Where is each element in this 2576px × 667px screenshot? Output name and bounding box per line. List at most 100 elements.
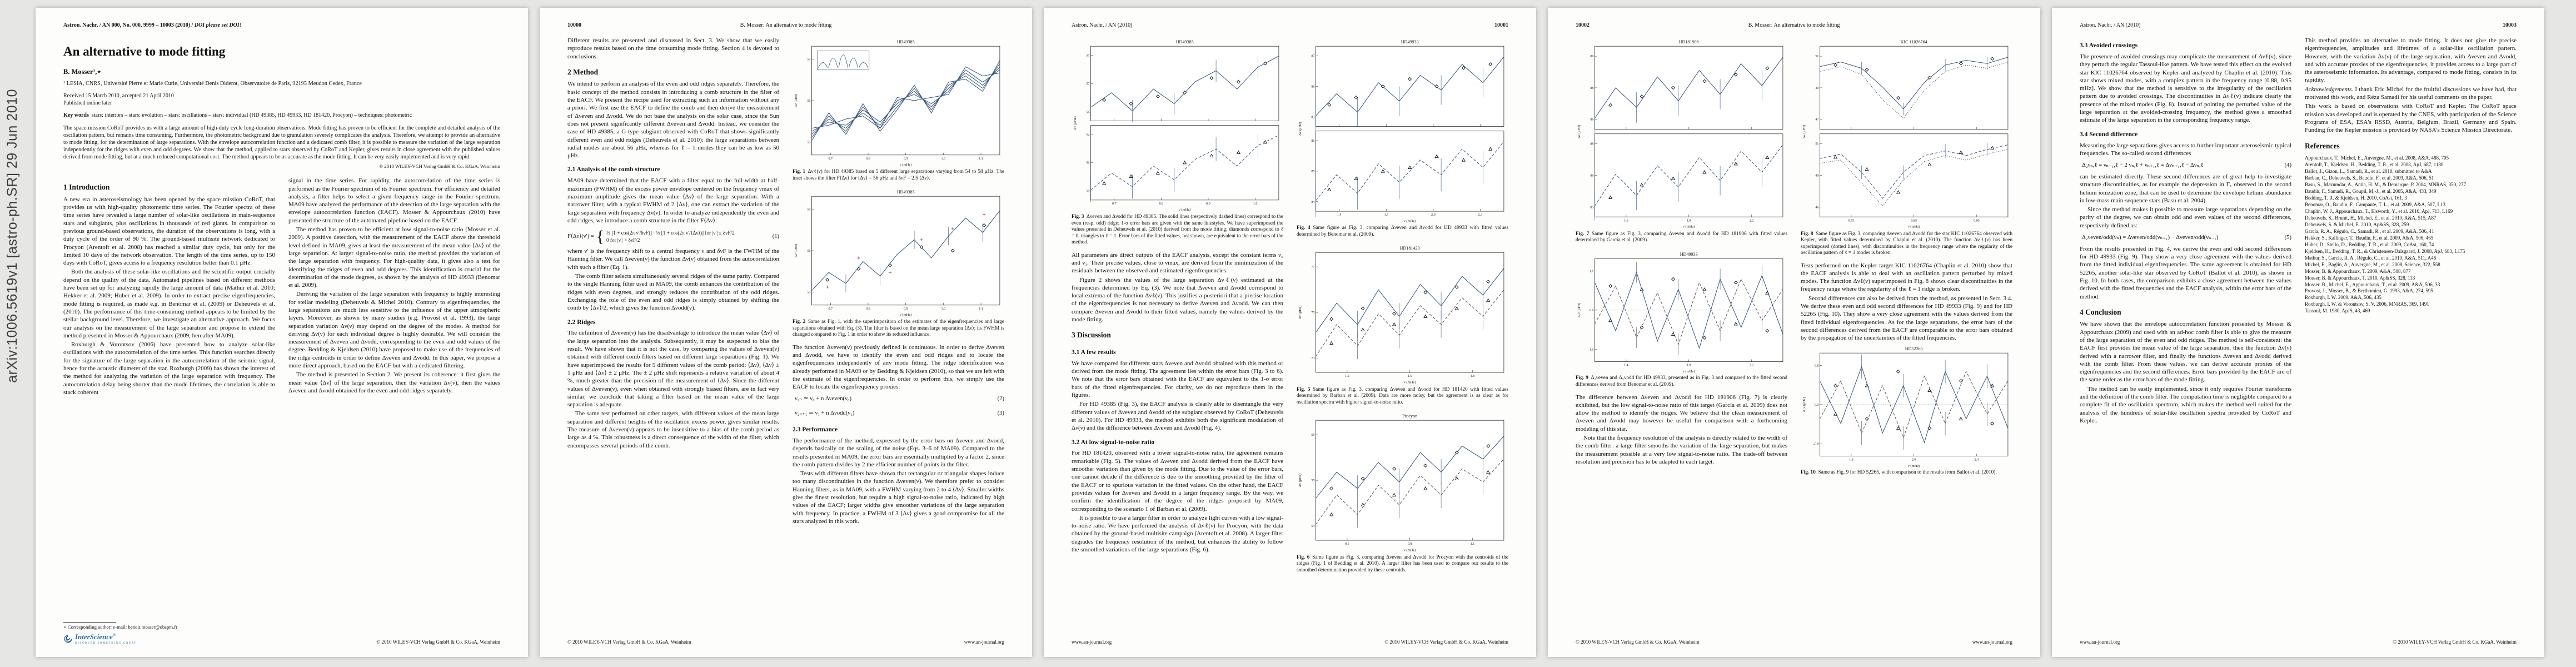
paragraph: We have shown that the envelope autocorr… (2080, 321, 2291, 384)
figure-caption-tag: Fig. 6 (1297, 554, 1310, 560)
interscience-tagline: DISCOVER SOMETHING GREAT (75, 642, 137, 645)
figure-caption-tag: Fig. 7 (1576, 231, 1590, 237)
paragraph: The definition of Δνeven(ν) has the disa… (567, 330, 779, 409)
footer-copyright: © 2010 WILEY-VCH Verlag GmbH & Co. KGaA,… (1384, 639, 1508, 645)
svg-text:HD181420: HD181420 (1400, 246, 1420, 251)
figure-caption-tag: Fig. 9 (1576, 375, 1588, 381)
svg-text:0.7: 0.7 (1112, 202, 1117, 206)
svg-text:1.1: 1.1 (1590, 270, 1594, 273)
figure-fig2: HD49385 55 56 57 0.7 0.8 0.9 1.0 1.1 ν (mHz) Δν (μ… (793, 188, 1004, 339)
paragraph: It is possible to use a larger filter in… (1072, 514, 1283, 554)
interscience-swirl-icon (64, 635, 72, 643)
svg-text:0.8: 0.8 (1159, 202, 1164, 206)
figure-caption: Fig. 2 Same as Fig. 1, with the superimp… (793, 319, 1004, 339)
interscience-wordmark-wrap: InterScience® (75, 633, 116, 641)
fig2-plot: HD49385 55 56 57 0.7 0.8 0.9 1.0 1.1 ν (mHz) Δν (μ… (794, 190, 1000, 317)
reference-item: Mosser, B. & Appourchaux, T. 2009, A&A, … (2305, 268, 2411, 274)
reference-item: Ballot, J., Gizon, L., Samadi, R., et al… (2305, 168, 2432, 175)
page-footer: www.an-journal.org © 2010 WILEY-VCH Verl… (2080, 630, 2517, 645)
svg-text:0.85: 0.85 (1911, 219, 1917, 222)
figure-caption-text: Same as Fig. 1, with the superimposition… (793, 319, 1004, 338)
reference-item: Provost, J., Mosser, B., & Berthomieu, G… (2305, 288, 2433, 294)
registered-mark: ® (112, 633, 116, 638)
reference-item: Roxburgh, I. W. & Vorontsov, S. V. 2006,… (2305, 301, 2429, 307)
figure-caption-tag: Fig. 5 (1297, 386, 1311, 392)
text-columns: HD49385 56 57 57 50 51 52 0.7 0.8 0.9 1.0 ν (mHz) Δν… (1072, 37, 1508, 630)
svg-text:89: 89 (1590, 55, 1593, 58)
reference-item: Barban, C., Deheuvels, S., Baudin, F., e… (2305, 175, 2434, 181)
svg-text:-1.1: -1.1 (1588, 348, 1594, 351)
svg-text:85: 85 (1311, 170, 1314, 173)
paragraph: The method is presented in Section 2. We… (288, 371, 500, 394)
svg-text:0.8: 0.8 (1815, 364, 1819, 367)
paragraph: Tests with different filters have shown … (793, 470, 1004, 525)
paragraph: A new era in asteroseismology has been o… (63, 196, 275, 267)
figure-fig8: KIC 11026764 47 49 51 46 49 51 0.75 0.85 0.95 ν (m… (1801, 38, 2012, 257)
paper-title: An alternative to mode fitting (63, 44, 226, 58)
svg-text:2.4: 2.4 (1975, 458, 1979, 461)
keywords-line: Key words stars: interiors – stars: evolu… (63, 112, 500, 118)
paragraph: We have compared for different stars Δνe… (1072, 360, 1283, 399)
paragraph: Since the method makes it possible to me… (2080, 206, 2291, 229)
svg-text:88: 88 (1590, 143, 1593, 146)
svg-text:HD52265: HD52265 (1905, 346, 1923, 351)
svg-text:Δ₂ν (μHz): Δ₂ν (μHz) (1802, 397, 1806, 412)
figure-caption-tag: Fig. 4 (1297, 225, 1311, 231)
figure-caption: Fig. 9 Δ₂νeven and Δ₂νodd for HD 49933, … (1576, 375, 1787, 388)
copyright-line: © 2010 WILEY-VCH Verlag GmbH & Co. KGaA,… (379, 163, 500, 170)
paragraph: The method has proven to be efficient at… (288, 226, 500, 289)
text-columns: HD181906 86 88 89 85 86 88 1.6 1.9 2.2 ν (mHz) Δν (… (1576, 37, 2012, 630)
footer-website: www.an-journal.org (1072, 639, 1112, 645)
footer-copyright: © 2010 WILEY-VCH Verlag GmbH & Co. KGaA,… (567, 639, 691, 645)
acknowledgements-lead: Acknowledgements. (2305, 86, 2354, 93)
doi-note: DOI please set DOI! (194, 22, 242, 28)
paragraph: Different results are presented and disc… (567, 37, 779, 60)
figure-fig5: HD181420 73 75 77 1.2 1.5 1.8 ν (mHz) Δν (μHz) Fi… (1297, 244, 1508, 406)
figure-caption-text: Same as Fig. 9 for HD 52265, with compar… (1818, 470, 1997, 476)
paragraph: The comb filter selects simultaneously s… (567, 273, 779, 312)
paragraph: Both the analysis of these solar-like os… (63, 268, 275, 339)
column-right: KIC 11026764 47 49 51 46 49 51 0.75 0.85 0.95 ν (m… (1801, 37, 2012, 630)
figure-caption-tag: Fig. 2 (793, 319, 806, 325)
figure-caption: Fig. 3 Δνeven and Δνodd for HD 49385. Th… (1072, 214, 1283, 246)
paragraph: signal in the time series. For rapidity,… (288, 177, 500, 224)
figure-caption-text: Δ₂νeven and Δ₂νodd for HD 49933, present… (1576, 375, 1787, 387)
paragraph: The method can be easily implemented, si… (2080, 385, 2291, 424)
acknowledgements: Acknowledgements. I thank Eric Michel fo… (2305, 86, 2517, 102)
author: B. Mosser¹,⋆ (63, 68, 102, 76)
svg-text:ν (mHz): ν (mHz) (1908, 225, 1920, 228)
fig6-plot: Procyon 54 55 56 0.5 0.8 1.1 ν (mHz) Δν (μHz) (1298, 414, 1504, 552)
equation-text: ν₂ₙ ≃ ν₀ + n Δνeven(ν₀) (795, 396, 852, 402)
paragraph: The function Δνeven(ν) previously define… (793, 344, 1004, 391)
equation-text: ν₂ₙ₊₁ ≃ ν₁ + n Δνodd(ν₁) (795, 410, 855, 417)
paragraph: Tests performed on the Kepler target KIC… (1801, 262, 2012, 293)
interscience-wordmark: InterScience (75, 633, 113, 641)
svg-text:51: 51 (1815, 143, 1818, 146)
figure-caption-text: Same figure as Fig. 3, comparing Δνeven … (1801, 231, 2012, 256)
equation-tag: (1) (772, 233, 779, 240)
paragraph: This work is based on observations with … (2305, 103, 2517, 134)
footer-copyright: © 2010 WILEY-VCH Verlag GmbH & Co. KGaA,… (1576, 639, 1700, 645)
svg-text:Δν (μHz): Δν (μHz) (1577, 125, 1581, 138)
svg-text:2.2: 2.2 (1750, 219, 1754, 222)
paragraph: All parameters are direct outputs of the… (1072, 251, 1283, 275)
svg-text:HD49933: HD49933 (1401, 39, 1419, 44)
reference-item: Kjeldsen, H., Bedding, T. R., & Christen… (2305, 248, 2465, 254)
interscience-logo: InterScience® DISCOVER SOMETHING GREAT (63, 633, 137, 645)
svg-text:1.6: 1.6 (1624, 219, 1628, 222)
paragraph: Figure 2 shows the values of the large s… (1072, 276, 1283, 323)
reference-item: Deheuvels, S. & Michel, E. 2010, Ap&SS, … (2305, 221, 2409, 227)
footer-website: www.an-journal.org (964, 639, 1004, 645)
abstract: The space mission CoRoT provides us with… (63, 125, 500, 161)
svg-text:1.8: 1.8 (1471, 375, 1475, 379)
svg-text:1.0: 1.0 (941, 157, 946, 161)
reference-list: Appourchaux, T., Michel, E., Auvergne, M… (2305, 155, 2517, 315)
affiliation: ¹ LESIA, CNRS, Université Pierre et Mari… (63, 81, 362, 87)
figure-caption-tag: Fig. 1 (793, 169, 805, 175)
svg-text:ν (mHz): ν (mHz) (1179, 208, 1191, 212)
svg-text:1.1: 1.1 (979, 307, 983, 311)
svg-text:2.0: 2.0 (1912, 458, 1916, 461)
page-10003: Astron. Nachr. / AN (2010) 10003 3.3 Avo… (2052, 8, 2544, 657)
column-right: HD49933 85 86 87 84 85 86 1.4 1.7 2.0 2.3 ν (mHz) Δν… (1297, 37, 1508, 630)
reference-item: Arentoft, T., Kjeldsen, H., Bedding, T. … (2305, 162, 2444, 168)
